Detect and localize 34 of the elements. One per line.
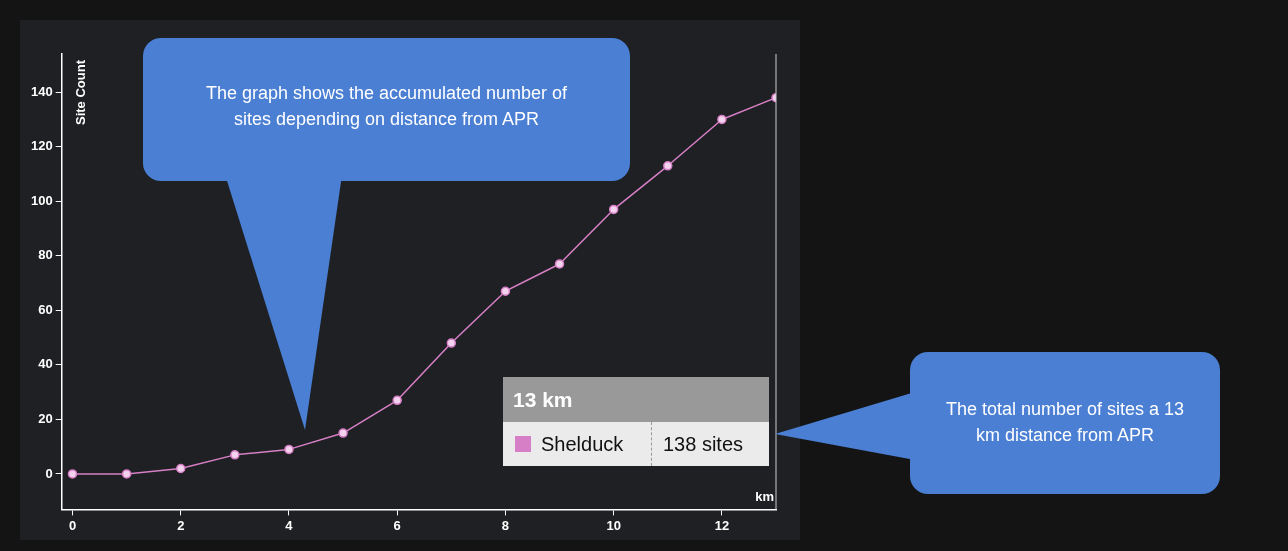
y-axis-title: Site Count: [73, 59, 89, 125]
x-axis-title: km: [755, 489, 774, 505]
annotation: 13 km: [503, 377, 769, 422]
point: [67, 469, 78, 479]
x-tick-label: 0: [68, 517, 77, 533]
x-tick-label: 2: [177, 517, 185, 533]
legend-label: Shelduck: [541, 432, 625, 456]
y-tick-label: 100: [30, 192, 53, 208]
y-tick-label: 40: [38, 356, 53, 372]
point: [500, 286, 511, 296]
point: [230, 450, 240, 460]
y-tick-label: 140: [30, 83, 53, 99]
point: [446, 338, 457, 348]
point: [392, 395, 402, 406]
x-tick-label: 8: [501, 517, 510, 533]
point: [608, 204, 619, 215]
y-tick-label: 120: [30, 138, 53, 154]
point: [554, 259, 565, 269]
y-tick-label: 60: [38, 301, 53, 317]
annotation: 138 sites: [651, 422, 744, 466]
annotation: The graph shows the accumulated number of sites depending on distance from APR: [204, 82, 569, 131]
point: [175, 463, 186, 474]
x-tick-label: 12: [714, 517, 730, 533]
point: [663, 161, 673, 171]
x-tick-label: 10: [606, 517, 621, 533]
point: [121, 469, 132, 479]
y-tick-label: 20: [38, 410, 53, 426]
x-tick-label: 4: [285, 517, 294, 533]
point: [284, 444, 294, 455]
point: [717, 114, 727, 125]
y-tick-label: 80: [38, 247, 53, 263]
point: [338, 428, 348, 438]
y-tick-label: 0: [45, 465, 53, 481]
x-tick-label: 6: [393, 517, 401, 533]
